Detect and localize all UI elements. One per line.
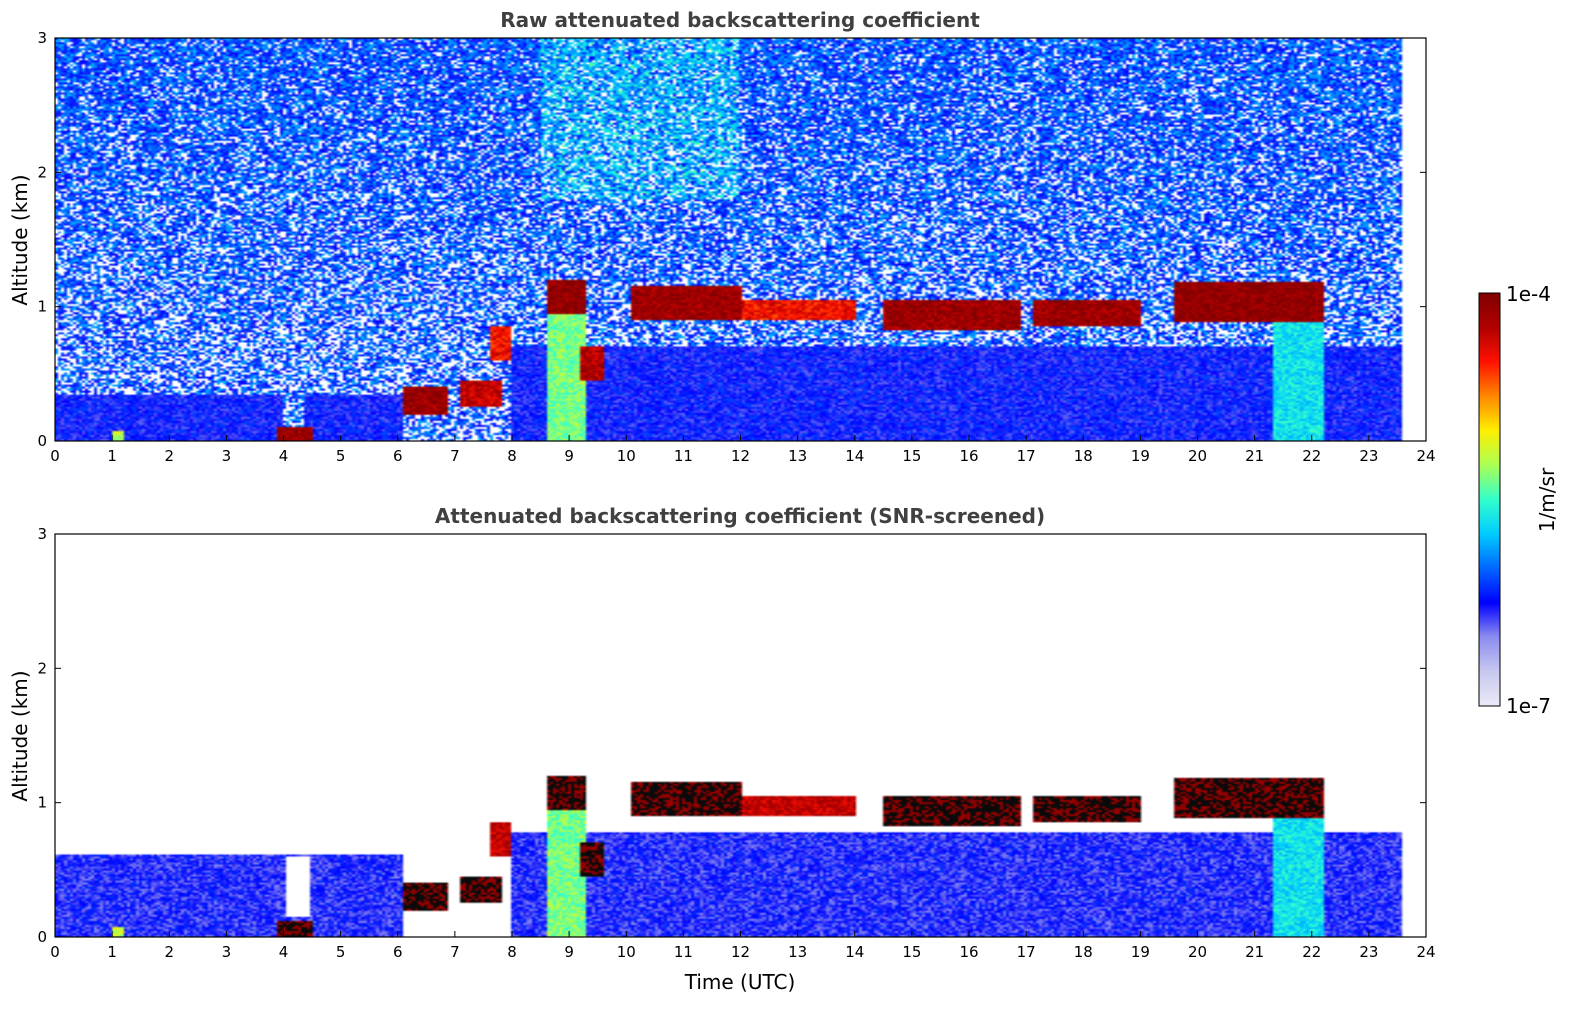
x-tick-label: 23 bbox=[1359, 447, 1378, 465]
x-tick-label: 19 bbox=[1131, 447, 1150, 465]
x-tick-label: 15 bbox=[902, 943, 921, 961]
x-tick-label: 1 bbox=[107, 447, 117, 465]
raw-y-ticks: 0 1 2 3 bbox=[37, 29, 1426, 450]
screened-backscatter-heatmap bbox=[55, 534, 1426, 937]
x-tick-label: 20 bbox=[1188, 943, 1207, 961]
x-tick-label: 1 bbox=[107, 943, 117, 961]
screened-y-ticks: 0 1 2 3 bbox=[37, 525, 1426, 946]
y-tick-label: 0 bbox=[37, 928, 47, 946]
y-tick-label: 0 bbox=[37, 432, 47, 450]
x-tick-label: 14 bbox=[845, 447, 864, 465]
x-tick-label: 16 bbox=[959, 943, 978, 961]
y-tick-label: 1 bbox=[37, 794, 47, 812]
x-tick-label: 12 bbox=[731, 447, 750, 465]
screened-panel-title: Attenuated backscattering coefficient (S… bbox=[435, 504, 1045, 528]
x-tick-label: 6 bbox=[393, 447, 403, 465]
x-tick-label: 14 bbox=[845, 943, 864, 961]
y-tick-label: 3 bbox=[37, 29, 47, 47]
raw-backscatter-heatmap bbox=[55, 38, 1426, 441]
raw-backscatter-panel: Raw attenuated backscattering coefficien… bbox=[8, 8, 1436, 465]
x-tick-label: 5 bbox=[336, 447, 346, 465]
x-tick-label: 13 bbox=[788, 943, 807, 961]
x-tick-label: 3 bbox=[222, 943, 232, 961]
colorbar-unit-label: 1/m/sr bbox=[1535, 467, 1559, 532]
x-tick-label: 21 bbox=[1245, 943, 1264, 961]
x-tick-label: 9 bbox=[564, 943, 574, 961]
screened-y-axis-label: Altitude (km) bbox=[8, 670, 32, 801]
x-tick-label: 20 bbox=[1188, 447, 1207, 465]
x-tick-label: 12 bbox=[731, 943, 750, 961]
x-tick-label: 15 bbox=[902, 447, 921, 465]
colorbar-min-label: 1e-7 bbox=[1506, 694, 1551, 718]
x-tick-label: 6 bbox=[393, 943, 403, 961]
screened-x-ticks: 0 1 2 3 4 5 6 7 8 9 10 11 12 13 14 15 16 17 18 19 20 21 22 23 24 bbox=[50, 931, 1436, 961]
x-tick-label: 2 bbox=[164, 447, 174, 465]
screened-backscatter-panel: Attenuated backscattering coefficient (S… bbox=[8, 504, 1436, 994]
x-tick-label: 10 bbox=[617, 447, 636, 465]
x-tick-label: 8 bbox=[507, 447, 517, 465]
x-tick-label: 7 bbox=[450, 447, 460, 465]
x-tick-label: 5 bbox=[336, 943, 346, 961]
y-tick-label: 2 bbox=[37, 163, 47, 181]
x-tick-label: 21 bbox=[1245, 447, 1264, 465]
x-tick-label: 23 bbox=[1359, 943, 1378, 961]
x-tick-label: 24 bbox=[1416, 447, 1435, 465]
y-tick-label: 2 bbox=[37, 659, 47, 677]
x-tick-label: 18 bbox=[1074, 447, 1093, 465]
raw-x-ticks: 0 1 2 3 4 5 6 7 8 9 10 11 12 13 14 15 16 17 18 19 20 21 22 23 24 bbox=[50, 435, 1436, 465]
x-tick-label: 0 bbox=[50, 943, 60, 961]
x-tick-label: 22 bbox=[1302, 447, 1321, 465]
x-tick-label: 4 bbox=[279, 943, 289, 961]
x-tick-label: 17 bbox=[1017, 943, 1036, 961]
x-tick-label: 9 bbox=[564, 447, 574, 465]
x-tick-label: 17 bbox=[1017, 447, 1036, 465]
x-tick-label: 7 bbox=[450, 943, 460, 961]
x-tick-label: 22 bbox=[1302, 943, 1321, 961]
colorbar-frame bbox=[1478, 292, 1501, 707]
x-tick-label: 16 bbox=[959, 447, 978, 465]
raw-panel-title: Raw attenuated backscattering coefficien… bbox=[500, 8, 980, 32]
x-tick-label: 13 bbox=[788, 447, 807, 465]
x-tick-label: 2 bbox=[164, 943, 174, 961]
colorbar: 1e-4 1e-7 1/m/sr bbox=[1478, 282, 1559, 718]
x-tick-label: 3 bbox=[222, 447, 232, 465]
x-axis-label: Time (UTC) bbox=[684, 970, 796, 994]
x-tick-label: 18 bbox=[1074, 943, 1093, 961]
x-tick-label: 4 bbox=[279, 447, 289, 465]
x-tick-label: 8 bbox=[507, 943, 517, 961]
x-tick-label: 24 bbox=[1416, 943, 1435, 961]
y-tick-label: 3 bbox=[37, 525, 47, 543]
raw-y-axis-label: Altitude (km) bbox=[8, 174, 32, 305]
x-tick-label: 0 bbox=[50, 447, 60, 465]
x-tick-label: 19 bbox=[1131, 943, 1150, 961]
x-tick-label: 10 bbox=[617, 943, 636, 961]
y-tick-label: 1 bbox=[37, 298, 47, 316]
colorbar-max-label: 1e-4 bbox=[1506, 282, 1551, 306]
x-tick-label: 11 bbox=[674, 943, 693, 961]
x-tick-label: 11 bbox=[674, 447, 693, 465]
colorbar-gradient bbox=[1479, 293, 1500, 706]
